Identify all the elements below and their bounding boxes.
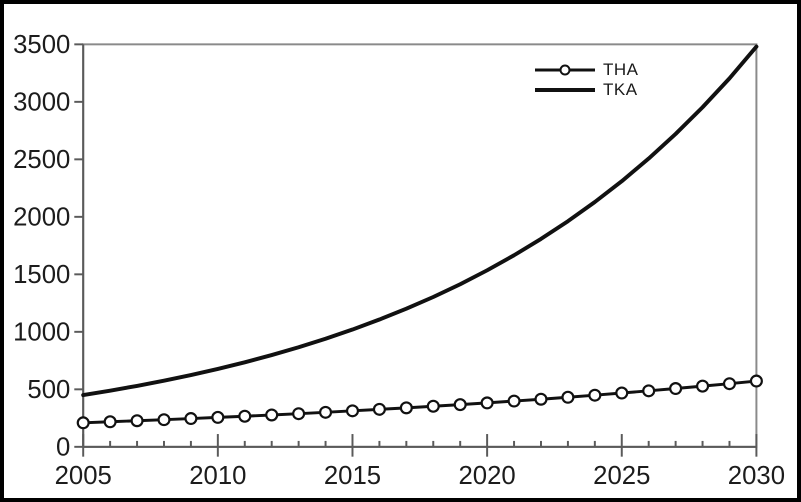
- tha-marker: [319, 405, 333, 419]
- y-axis-tick-label: 0: [56, 434, 70, 462]
- x-axis-tick-label: 2030: [728, 462, 785, 490]
- tha-marker: [345, 404, 360, 418]
- tha-marker: [749, 374, 763, 388]
- tka-line-sample-icon: [535, 80, 595, 99]
- tha-marker: [265, 408, 279, 422]
- tha-marker: [561, 390, 575, 404]
- x-axis-tick-label: 2005: [55, 462, 112, 490]
- tka-line: [81, 44, 759, 398]
- tha-marker: [76, 416, 90, 430]
- legend: THA TKA: [535, 60, 639, 99]
- tha-marker: [426, 399, 440, 413]
- tha-marker: [211, 410, 225, 424]
- x-axis-tick-label: 2015: [324, 462, 381, 490]
- y-axis-tick-label: 2000: [13, 204, 70, 232]
- tha-line: [81, 379, 758, 425]
- plot-frame: [82, 43, 758, 448]
- tha-marker: [103, 415, 117, 429]
- tha-line-sample-icon: [535, 60, 595, 79]
- y-axis-tick-label: 3500: [13, 31, 70, 59]
- plot-area: 0 500 1000 1500 2000 2500 3000 3500 2005 2010 2015…: [13, 31, 785, 490]
- tha-marker: [184, 412, 198, 426]
- tha-marker: [615, 386, 629, 400]
- y-axis-tick-label: 2500: [13, 146, 70, 174]
- x-axis-tick-label: 2010: [189, 462, 246, 490]
- tha-marker: [453, 398, 467, 412]
- tha-circle-marker-icon: [559, 64, 571, 75]
- tha-marker: [130, 414, 144, 428]
- tha-marker: [696, 379, 710, 393]
- tha-marker: [480, 396, 494, 410]
- tha-marker: [722, 377, 737, 391]
- tha-marker: [292, 407, 306, 421]
- tha-marker: [507, 394, 521, 408]
- tha-marker: [372, 402, 386, 416]
- tha-marker: [399, 401, 413, 415]
- y-axis-tick-label: 500: [27, 376, 70, 404]
- tha-marker: [238, 409, 252, 423]
- y-axis-tick-label: 1500: [13, 261, 70, 289]
- tha-marker: [642, 384, 656, 398]
- tha-marker: [669, 382, 683, 396]
- tka-line-icon: [535, 87, 595, 92]
- legend-label-tha: THA: [603, 59, 639, 79]
- x-axis-tick-label: 2020: [459, 462, 516, 490]
- x-axis-tick-label: 2025: [593, 462, 650, 490]
- tha-marker: [588, 388, 602, 402]
- legend-item-tka: TKA: [535, 80, 639, 99]
- tha-marker: [157, 413, 171, 427]
- tha-marker: [534, 392, 548, 406]
- legend-label-tka: TKA: [603, 79, 638, 99]
- y-axis-tick-label: 1000: [13, 319, 70, 347]
- legend-item-tha: THA: [535, 60, 639, 79]
- y-axis-tick-label: 3000: [13, 89, 70, 117]
